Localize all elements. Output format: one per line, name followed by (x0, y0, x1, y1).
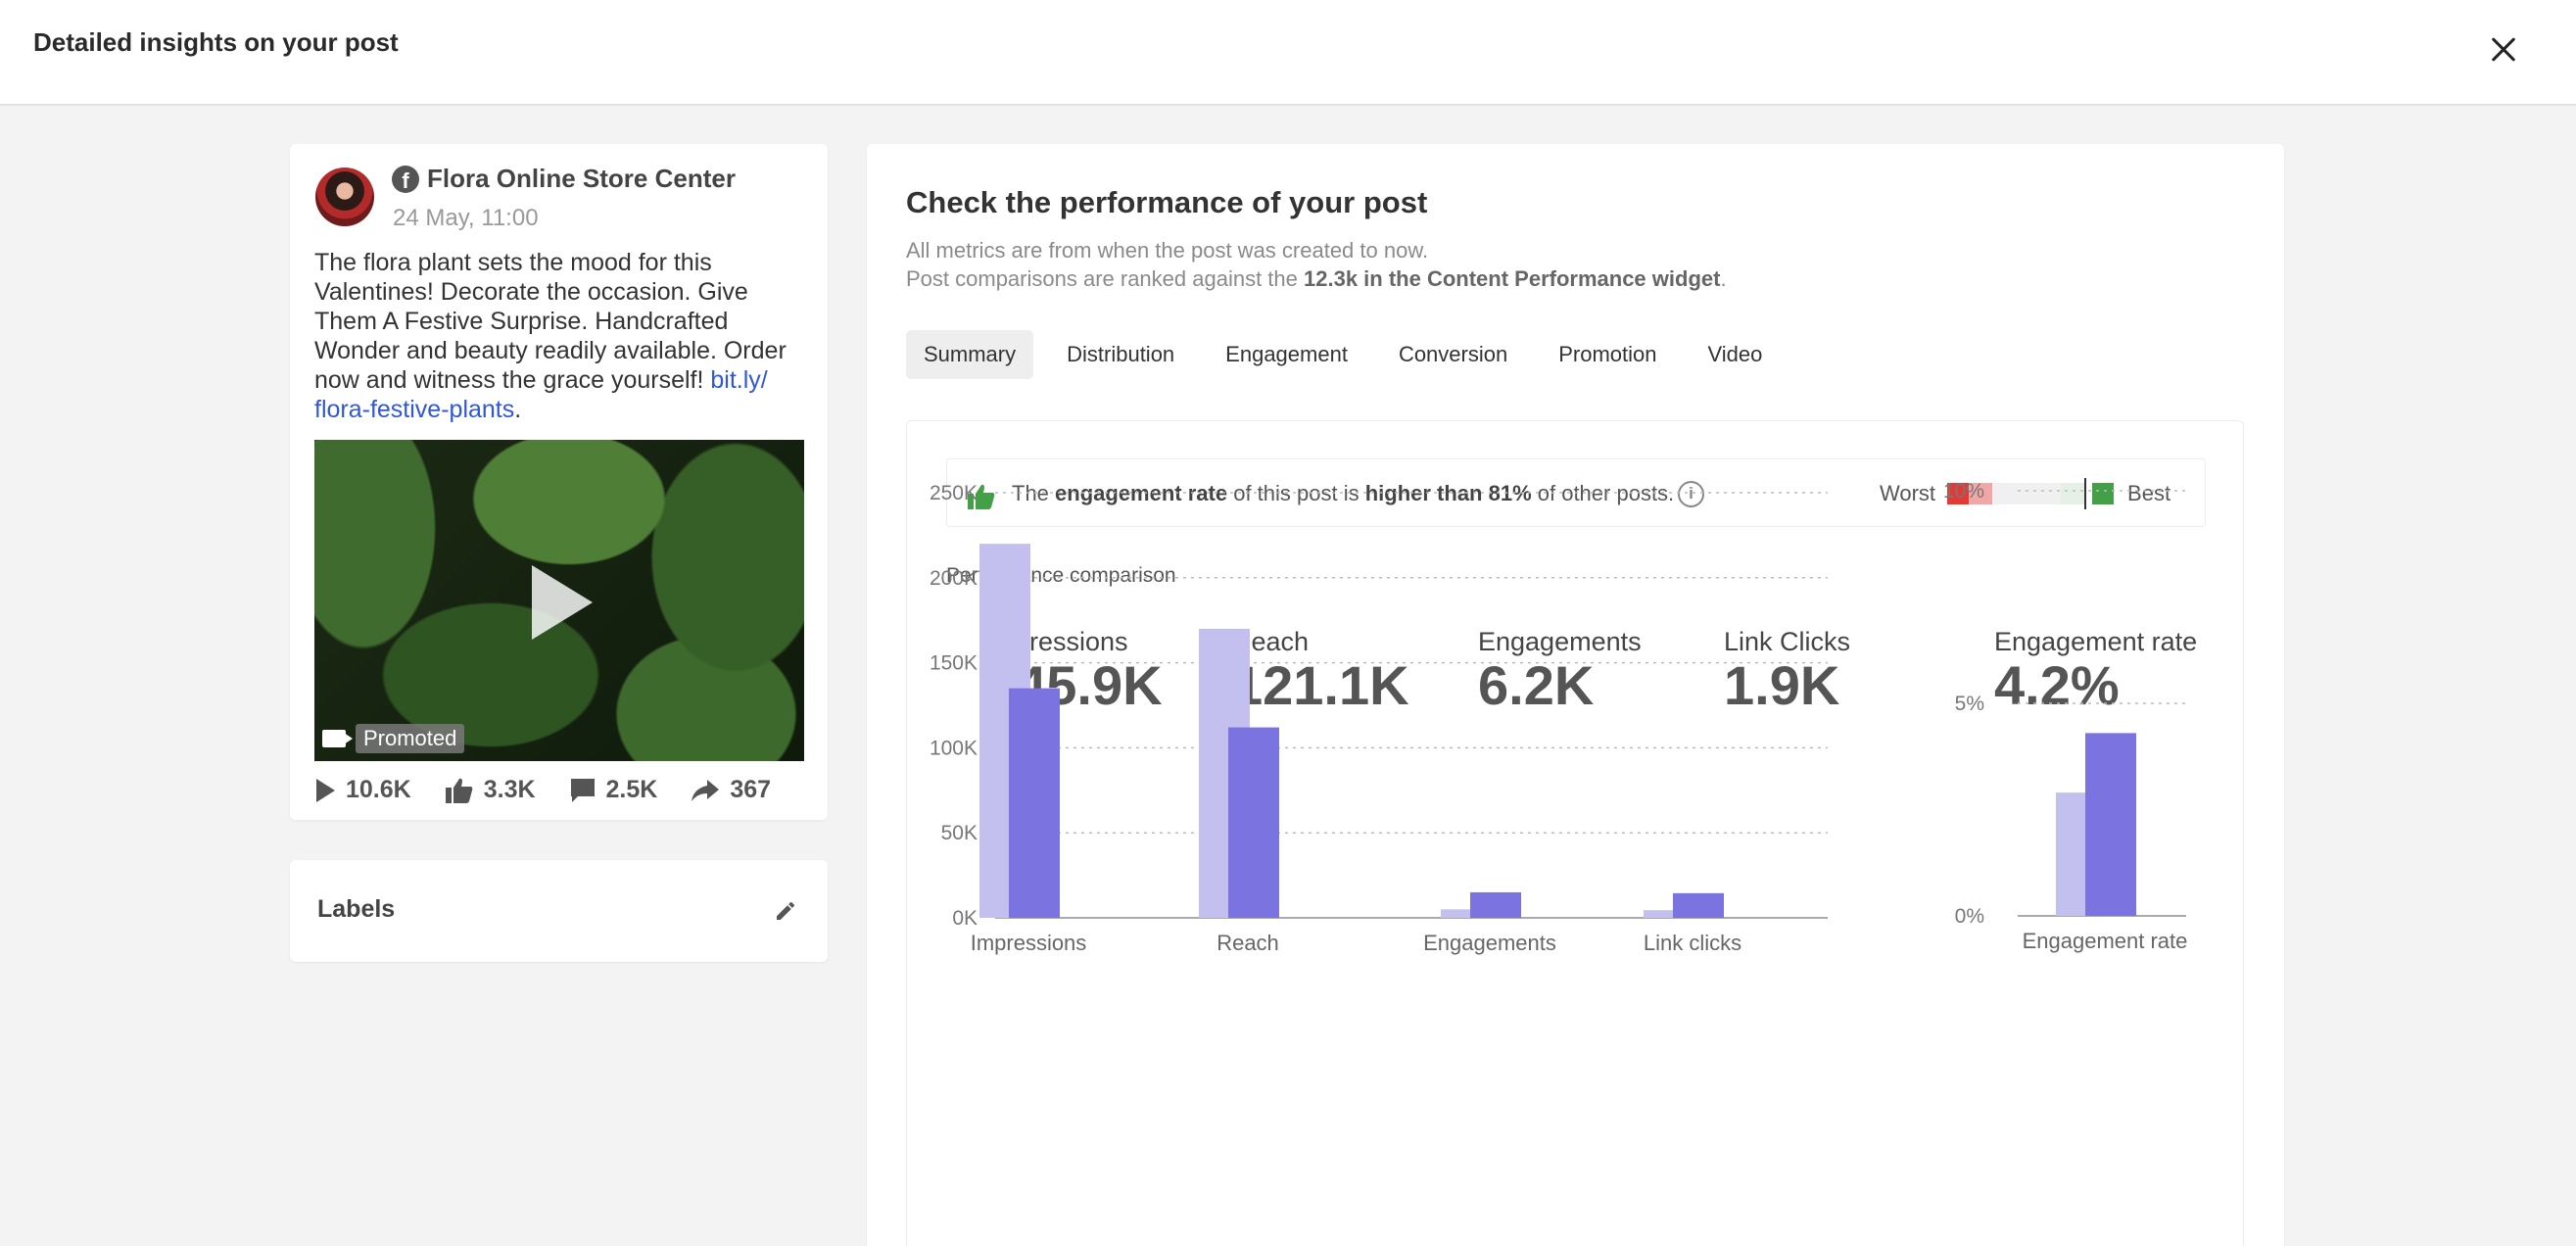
scale-low-segment (1969, 483, 1993, 504)
edit-pencil-icon[interactable] (774, 899, 797, 923)
note-end: . (1720, 266, 1727, 291)
tab-conversion[interactable]: Conversion (1398, 342, 1508, 366)
y-tick-label: 200K (930, 567, 978, 590)
thumbs-up-icon (445, 778, 473, 803)
info-icon[interactable]: i (1678, 481, 1704, 507)
x-category-label: Link clicks (1644, 931, 1741, 955)
page-name: Flora Online Store Center (427, 164, 736, 193)
post-stats: 10.6K 3.3K 2.5K 367 (314, 776, 804, 804)
note-text: Post comparisons are ranked against the (906, 266, 1305, 291)
y-tick-label: 10% (1943, 480, 1984, 503)
tab-engagement[interactable]: Engagement (1225, 342, 1348, 366)
bar-engagement-rate-series-2 (2085, 733, 2136, 916)
kpi-engagement-rate: Engagement rate 4.2% (1994, 627, 2197, 714)
note-bold: 12.3k in the Content Performance widget (1304, 266, 1721, 291)
likes-count: 3.3K (483, 776, 536, 803)
plays-count: 10.6K (346, 776, 411, 803)
bar-link-clicks-series-2 (1673, 892, 1724, 918)
y-tick-label: 50K (941, 822, 978, 844)
post-link-suffix: . (514, 396, 522, 423)
scale-high-segment (2061, 483, 2085, 504)
shares-count: 367 (730, 776, 772, 803)
summary-panel: The engagement rate of this post is high… (906, 420, 2244, 1246)
x-category-label: Engagement rate (2023, 929, 2188, 953)
scale-best-label: Best (2127, 481, 2171, 505)
kpi-value: 1.9K (1724, 654, 1840, 716)
kpi-value: 121.1K (1232, 654, 1409, 716)
post-link[interactable]: bit.ly/ flora-festive-plants (314, 366, 768, 423)
tab-distribution[interactable]: Distribution (1067, 342, 1175, 366)
comments-stat: 2.5K (569, 776, 658, 804)
labels-card: Labels (290, 860, 828, 962)
scale-marker (2084, 478, 2087, 509)
y-tick-label: 150K (930, 652, 978, 675)
comments-count: 2.5K (605, 776, 658, 803)
kpi-engagements: Engagements 6.2K (1478, 627, 1642, 714)
y-tick-label: 100K (930, 737, 978, 759)
performance-charts: 0K 50K 100K 150K 200K 250K Impressions Reach Eng… (930, 480, 2188, 955)
video-camera-icon (322, 730, 346, 747)
post-text: The flora plant sets the mood for this V… (314, 248, 814, 424)
bar-impressions-series-2 (1009, 688, 1060, 918)
performance-comparison-note: Post comparisons are ranked against the … (906, 266, 1727, 292)
likes-stat: 3.3K (445, 776, 536, 804)
x-category-label: Impressions (971, 931, 1087, 955)
close-icon[interactable] (2484, 29, 2523, 69)
post-body: The flora plant sets the mood for this V… (314, 249, 787, 394)
promoted-badge: Promoted (356, 724, 465, 753)
banner-ranking: higher than 81% (1364, 481, 1532, 505)
bar-reach-series-2 (1228, 727, 1279, 918)
kpi-label: Engagement rate (1994, 627, 2198, 656)
performance-title: Check the performance of your post (906, 185, 1428, 219)
ranking-scale: Worst Best (1880, 478, 2171, 509)
tab-promotion[interactable]: Promotion (1558, 342, 1657, 366)
y-tick-label: 250K (930, 482, 978, 504)
thumbs-up-icon (968, 484, 995, 509)
modal-title: Detailed insights on your post (33, 27, 399, 57)
bar-link-clicks-series-1 (1644, 910, 1694, 918)
play-icon[interactable] (532, 565, 593, 640)
share-icon (692, 779, 720, 801)
kpi-link-clicks: Link Clicks 1.9K (1724, 627, 1850, 714)
labels-title: Labels (317, 895, 396, 923)
x-category-label: Reach (1216, 931, 1279, 955)
kpi-value: 4.2% (1994, 654, 2120, 716)
plays-stat: 10.6K (314, 776, 411, 804)
play-icon (316, 778, 335, 802)
comment-icon (570, 778, 595, 802)
scale-worst-segment (1947, 483, 1970, 504)
facebook-icon: f (392, 166, 419, 193)
scale-best-segment (2092, 483, 2115, 504)
post-card: f Flora Online Store Center 24 May, 11:0… (290, 144, 828, 820)
post-video-thumbnail[interactable]: Promoted (314, 440, 804, 761)
kpi-label: Engagements (1478, 627, 1642, 656)
modal-header: Detailed insights on your post (0, 0, 2576, 106)
performance-subtitle: All metrics are from when the post was c… (906, 238, 1429, 263)
tab-video[interactable]: Video (1707, 342, 1763, 366)
x-category-label: Engagements (1423, 931, 1556, 955)
bar-engagements-series-2 (1470, 891, 1521, 918)
tab-bar: Summary Distribution Engagement Conversi… (906, 330, 1795, 379)
performance-card: Check the performance of your post All m… (867, 144, 2284, 1246)
kpi-label: Link Clicks (1724, 627, 1851, 656)
y-tick-label: 0% (1955, 905, 1984, 928)
kpi-value: 6.2K (1478, 654, 1595, 716)
post-date: 24 May, 11:00 (393, 205, 539, 231)
avatar (315, 168, 374, 226)
bar-engagements-series-1 (1441, 909, 1492, 918)
scale-mid-segment (1992, 483, 2062, 504)
ranking-scale-bar (1947, 478, 2087, 509)
tab-summary[interactable]: Summary (906, 330, 1034, 379)
scale-worst-label: Worst (1880, 481, 1936, 505)
y-tick-label: 0K (952, 907, 978, 930)
shares-stat: 367 (691, 776, 771, 804)
y-tick-label: 5% (1955, 693, 1984, 715)
